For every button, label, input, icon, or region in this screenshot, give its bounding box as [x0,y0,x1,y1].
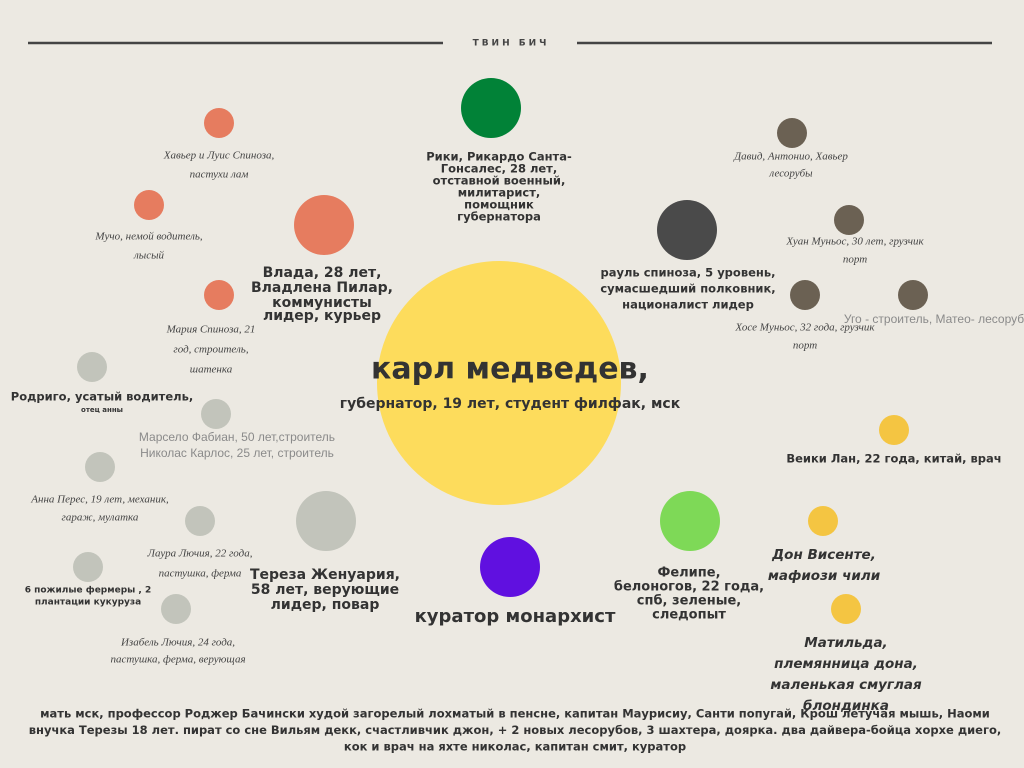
node-label: милитарист, [458,186,541,200]
node-label: отставной военный, [433,174,566,188]
node-label: спб, зеленые, [637,594,741,609]
node-circle [461,78,521,138]
node-label: порт [843,254,867,266]
node-label: Лаура Лючия, 22 года, [147,548,253,560]
node-circle [204,280,234,310]
node-label: лидер, курьер [263,308,381,324]
node-label: шатенка [190,364,233,376]
node-label: националист лидер [622,298,754,312]
node-label: Давид, Антонио, Хавьер [733,151,848,163]
node-label: племянница дона, [774,656,918,672]
node-circle [134,190,164,220]
node-label: губернатора [457,210,541,224]
node-label: лысый [133,250,165,262]
node-circle [73,552,103,582]
node-circle [660,491,720,551]
node-label: сумасшедший полковник, [600,282,775,296]
node-circle [834,205,864,235]
node-label: Родриго, усатый водитель, [11,390,193,404]
node-label: 58 лет, верующие [251,582,399,598]
node-label: лидер, повар [271,597,380,613]
node-label: лесорубы [768,168,813,180]
node-label: Анна Перес, 19 лет, механик, [30,494,169,506]
footer-text: мать мск, профессор Роджер Бачински худо… [40,707,990,721]
node-circle [77,352,107,382]
node-circle [480,537,540,597]
node-label: Тереза Женуария, [250,567,400,583]
node-circle [85,452,115,482]
node-label: пастушка, ферма [159,568,242,580]
node-circle [161,594,191,624]
node-label: мафиози чили [768,568,881,584]
node-circle [777,118,807,148]
node-label: следопыт [652,608,726,623]
node-label: Хавьер и Луис Спиноза, [163,150,275,162]
node-circle [898,280,928,310]
node-label: Фелипе, [657,566,720,581]
node-label: 6 пожилые фермеры , 2 [25,586,152,596]
node-label: Гонсалес, 28 лет, [441,162,557,176]
node-label: отец анны [81,406,123,414]
node-circle [790,280,820,310]
node-label: Влада, 28 лет, [263,265,382,281]
node-label: коммунисты [272,295,372,311]
node-label: Уго - строитель, Матео- лесоруб [844,312,1024,326]
node-label: пастушка, ферма, верующая [110,654,245,666]
node-label: блондинка [803,698,889,714]
node-label: помощник [464,198,534,212]
node-label: пастухи лам [190,169,249,181]
node-label: куратор монархист [415,606,616,627]
node-label: Рики, Рикардо Санта- [426,150,572,164]
node-label: год, строитель, [173,344,248,356]
node-circle [185,506,215,536]
node-label: Мария Спиноза, 21 [166,324,256,336]
node-label: Дон Висенте, [771,547,876,563]
node-label: Веики Лан, 22 года, китай, врач [786,452,1001,466]
node-label: Изабель Лючия, 24 года, [120,637,235,649]
node-label: рауль спиноза, 5 уровень, [601,266,776,280]
node-circle [831,594,861,624]
node-label: белоногов, 22 года, [614,580,764,595]
node-label: Матильда, [804,635,887,651]
footer-text: внучка Терезы 18 лет. пират со сне Вилья… [29,723,1002,737]
node-label: Марсело Фабиан, 50 лет,строитель [139,430,335,444]
node-circle [204,108,234,138]
node-circle [657,200,717,260]
node-label: Мучо, немой водитель, [94,231,203,243]
node-label: губернатор, 19 лет, студент филфак, мск [340,396,681,412]
header-title: ТВИН БИЧ [473,39,550,49]
node-label: плантации кукуруза [35,598,141,608]
node-label: Николас Карлос, 25 лет, строитель [140,446,334,460]
node-circle [879,415,909,445]
node-label: карл медведев, [371,352,649,387]
node-label: порт [793,340,817,352]
node-circle [201,399,231,429]
node-label: маленькая смуглая [770,677,922,693]
footer-text: кок и врач на яхте николас, капитан смит… [344,740,686,754]
node-circle [296,491,356,551]
node-circle [377,261,621,505]
node-circle [294,195,354,255]
node-circle [808,506,838,536]
node-label: Хосе Муньос, 32 года, грузчик [734,322,875,334]
node-label: гараж, мулатка [62,512,139,524]
node-label: Владлена Пилар, [251,280,393,296]
node-label: Хуан Муньос, 30 лет, грузчик [785,236,924,248]
